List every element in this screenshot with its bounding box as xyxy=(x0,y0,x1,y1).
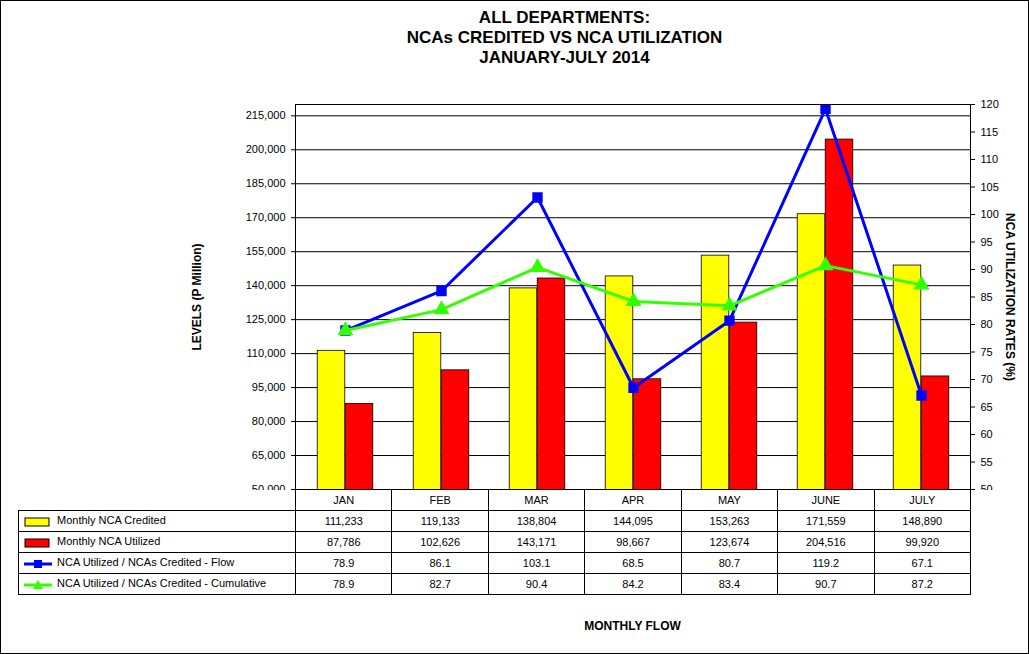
html-text:78.9: 78.9 xyxy=(333,557,355,569)
svg-text:65: 65 xyxy=(981,401,993,413)
html-text:JAN: JAN xyxy=(333,494,355,506)
html-text:153,263: 153,263 xyxy=(709,515,750,527)
html-text:68.5: 68.5 xyxy=(622,557,644,569)
svg-text:140,000: 140,000 xyxy=(246,279,286,291)
html-text:MAY: MAY xyxy=(717,494,741,506)
html-text:86.1: 86.1 xyxy=(429,557,451,569)
svg-text:65,000: 65,000 xyxy=(252,449,286,461)
html-text:NCA Utilized / NCAs Credited -: NCA Utilized / NCAs Credited - Cumulativ… xyxy=(57,577,267,590)
html-text:111,233: 111,233 xyxy=(324,515,363,527)
svg-text:95,000: 95,000 xyxy=(252,381,286,393)
svg-text:105: 105 xyxy=(981,181,999,193)
html-text:119.2: 119.2 xyxy=(812,557,840,569)
svg-text:75: 75 xyxy=(981,346,993,358)
html-text:JUNE: JUNE xyxy=(811,494,841,506)
svg-text:110,000: 110,000 xyxy=(247,347,286,359)
svg-text:80,000: 80,000 xyxy=(252,415,286,427)
svg-text:125,000: 125,000 xyxy=(246,313,286,325)
html-text:78.9: 78.9 xyxy=(333,578,355,590)
svg-text:50,000: 50,000 xyxy=(252,483,286,490)
svg-text:60: 60 xyxy=(981,428,993,440)
html-text:87.2: 87.2 xyxy=(911,578,933,590)
html-text:123,674: 123,674 xyxy=(709,536,750,548)
svg-text:85: 85 xyxy=(981,291,993,303)
html-text:80.7: 80.7 xyxy=(718,557,741,569)
svg-text:100: 100 xyxy=(981,208,999,220)
svg-text:185,000: 185,000 xyxy=(246,177,286,189)
html-text:NCA UTILIZATION RATES (%): NCA UTILIZATION RATES (%) xyxy=(1003,213,1017,381)
svg-text:80: 80 xyxy=(981,318,993,330)
svg-text:55: 55 xyxy=(981,456,993,468)
html-text:148,890: 148,890 xyxy=(902,515,943,527)
html-text:ALL DEPARTMENTS: NCAs CREDITED: ALL DEPARTMENTS: NCAs CREDITED VS NCA UT… xyxy=(406,8,723,67)
html-text:LEVELS (P Million): LEVELS (P Million) xyxy=(190,243,204,351)
html-text:138,804: 138,804 xyxy=(516,515,557,527)
html-text:87,786: 87,786 xyxy=(326,536,361,548)
html-text:99,920: 99,920 xyxy=(905,536,940,548)
html-text:90.4: 90.4 xyxy=(525,578,548,590)
html-text:90.7: 90.7 xyxy=(815,578,837,590)
svg-text:155,000: 155,000 xyxy=(246,245,286,257)
html-text:67.1: 67.1 xyxy=(911,557,933,569)
html-text:Monthly NCA Credited: Monthly NCA Credited xyxy=(57,514,166,527)
html-text:82.7: 82.7 xyxy=(429,578,451,590)
html-text:204,516: 204,516 xyxy=(805,536,846,548)
html-text:JULY: JULY xyxy=(909,494,936,506)
html-text:98,667: 98,667 xyxy=(616,536,650,548)
html-text:NCA Utilized / NCAs Credited -: NCA Utilized / NCAs Credited - Flow xyxy=(57,556,235,569)
html-text:MONTHLY FLOW: MONTHLY FLOW xyxy=(584,619,681,633)
html-text:144,095: 144,095 xyxy=(613,515,653,527)
html-text:84.2: 84.2 xyxy=(622,578,644,590)
svg-text:110: 110 xyxy=(981,153,999,165)
svg-text:50: 50 xyxy=(981,483,993,490)
svg-text:200,000: 200,000 xyxy=(246,143,286,155)
html-text:171,559: 171,559 xyxy=(805,515,846,527)
html-text:FEB: FEB xyxy=(429,494,451,506)
html-text:Monthly NCA Utilized: Monthly NCA Utilized xyxy=(57,535,161,548)
html-text:APR: APR xyxy=(621,494,645,506)
html-text:119,133: 119,133 xyxy=(420,515,460,527)
svg-text:95: 95 xyxy=(981,236,993,248)
html-text:MAR: MAR xyxy=(524,494,549,506)
svg-text:170,000: 170,000 xyxy=(246,211,286,223)
svg-text:90: 90 xyxy=(981,263,993,275)
html-text:83.4: 83.4 xyxy=(718,578,741,590)
html-text:102,626: 102,626 xyxy=(420,536,460,548)
html-text:103.1: 103.1 xyxy=(522,557,551,569)
svg-text:70: 70 xyxy=(981,373,993,385)
svg-text:215,000: 215,000 xyxy=(246,109,286,121)
html-text:143,171: 143,171 xyxy=(516,536,557,548)
svg-text:115: 115 xyxy=(981,126,999,138)
svg-text:120: 120 xyxy=(981,98,999,110)
